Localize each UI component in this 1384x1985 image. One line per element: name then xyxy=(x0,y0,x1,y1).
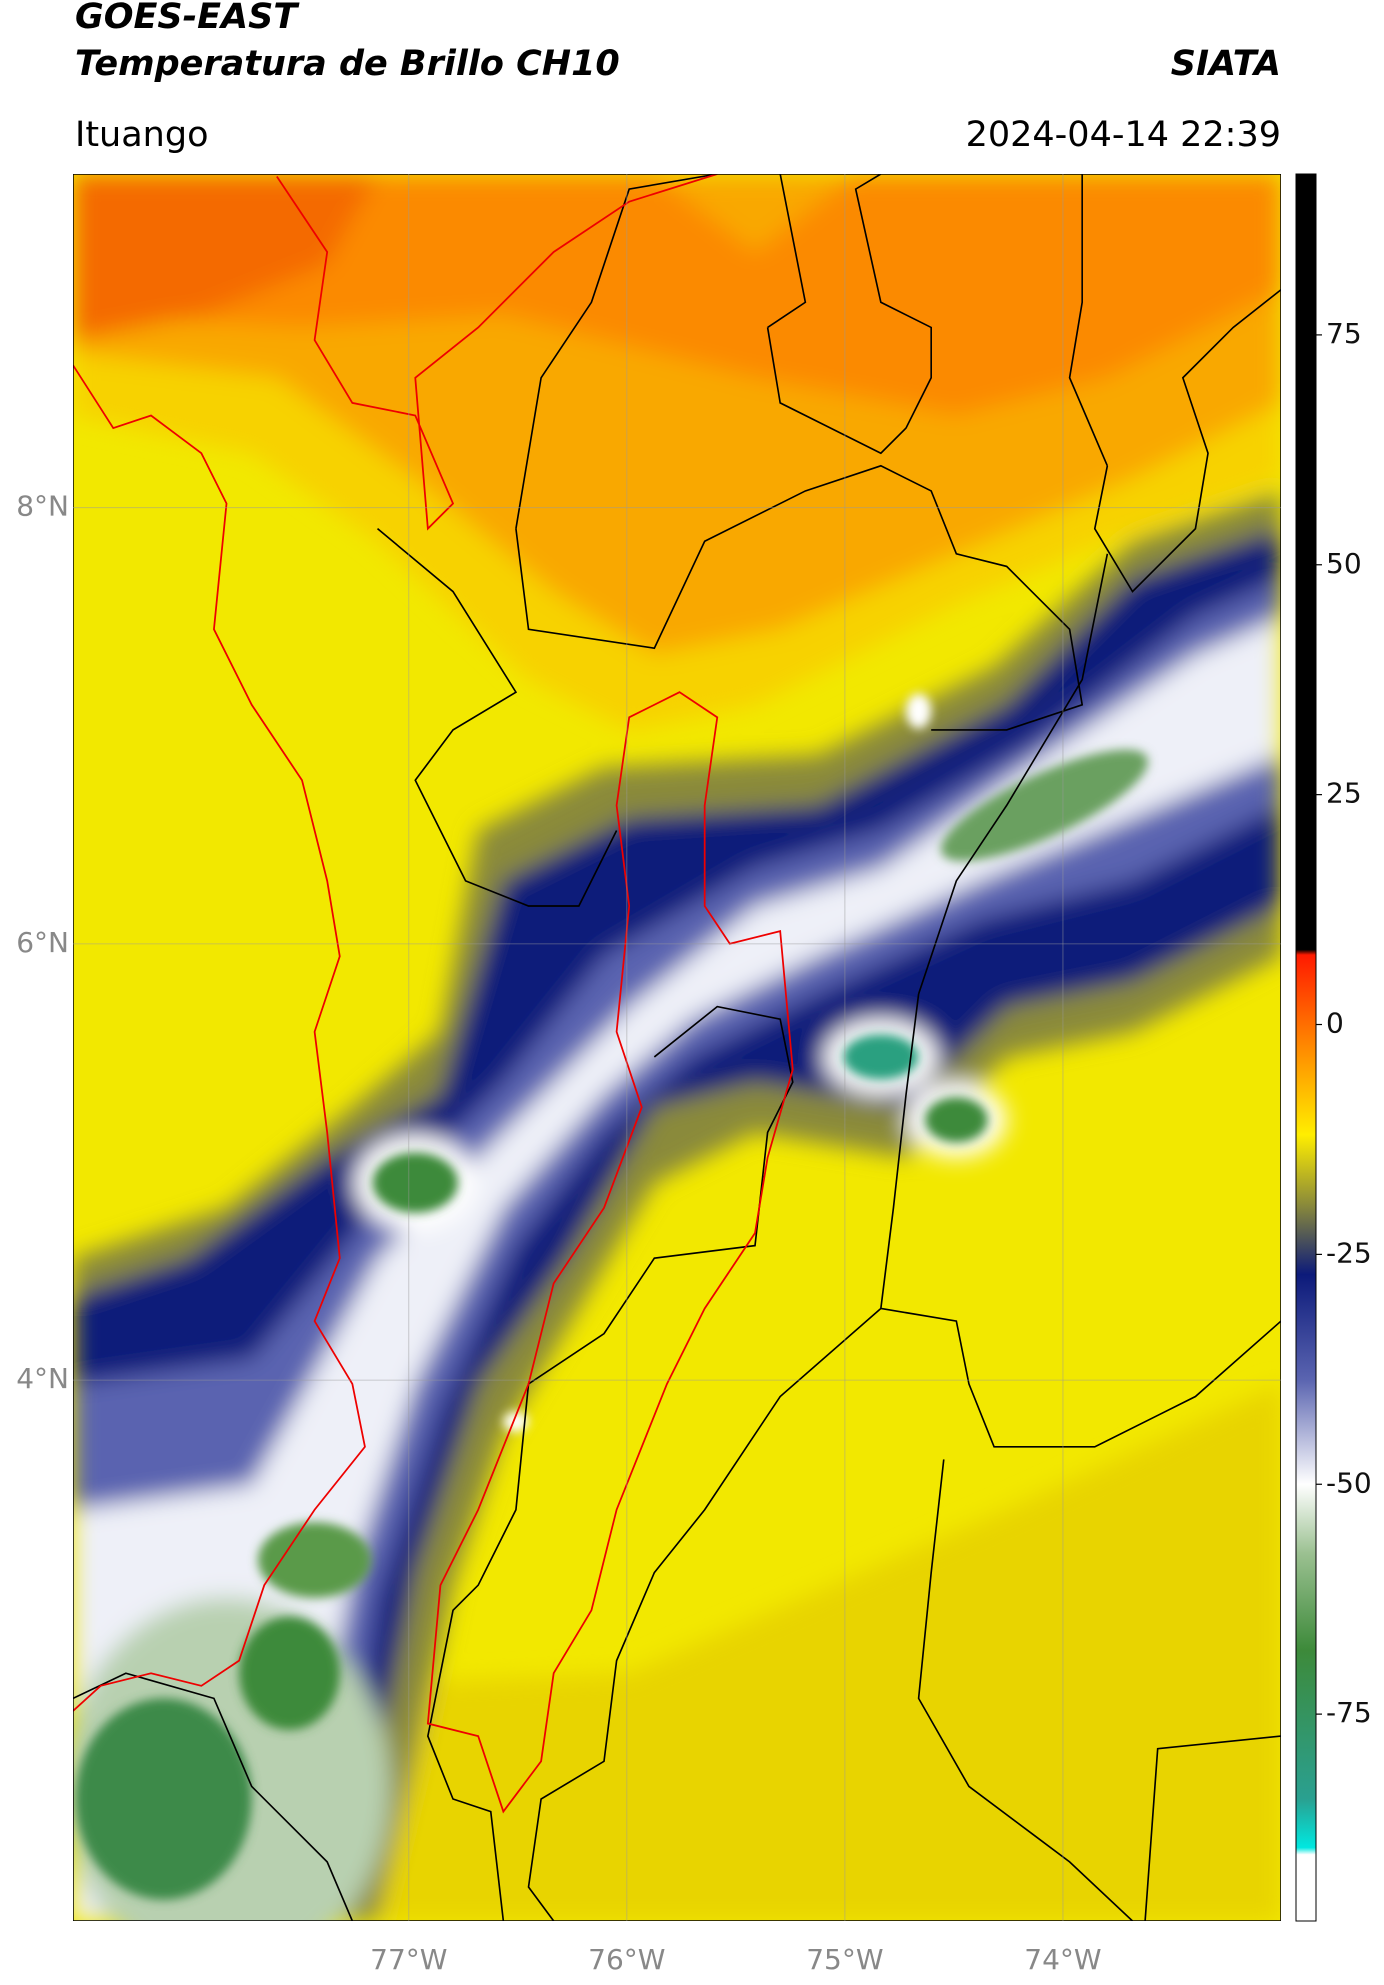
lat-tick-label: 8°N xyxy=(16,490,69,523)
lat-tick-label: 6°N xyxy=(16,926,69,959)
lon-tick-label: 77°W xyxy=(370,1943,447,1976)
satellite-image xyxy=(73,174,1281,1921)
lon-tick-label: 74°W xyxy=(1024,1943,1101,1976)
colorbar-tick-label: 0 xyxy=(1326,1007,1344,1040)
axes: 8°N 6°N 4°N 77°W 76°W 75°W 74°W 75 50 25 0 -25 -50 -7… xyxy=(16,174,1372,1976)
colorbar-tick-label: -75 xyxy=(1326,1696,1372,1729)
lon-tick-label: 75°W xyxy=(806,1943,883,1976)
colorbar-tick-label: 25 xyxy=(1326,777,1362,810)
title: GOES-EAST xyxy=(75,0,300,37)
subtitle: Temperatura de Brillo CH10 xyxy=(75,44,620,84)
colorbar-tick-label: 50 xyxy=(1326,547,1362,580)
source: SIATA xyxy=(1171,44,1281,84)
colorbar-tick-label: -50 xyxy=(1326,1466,1372,1499)
lat-tick-label: 4°N xyxy=(16,1362,69,1395)
colorbar-tick-label: 75 xyxy=(1326,317,1362,350)
location: Ituango xyxy=(75,115,209,155)
colorbar-tick-label: -25 xyxy=(1326,1236,1372,1269)
lon-tick-label: 76°W xyxy=(588,1943,665,1976)
datetime: 2024-04-14 22:39 xyxy=(966,115,1281,155)
colorbar xyxy=(1295,173,1317,1922)
